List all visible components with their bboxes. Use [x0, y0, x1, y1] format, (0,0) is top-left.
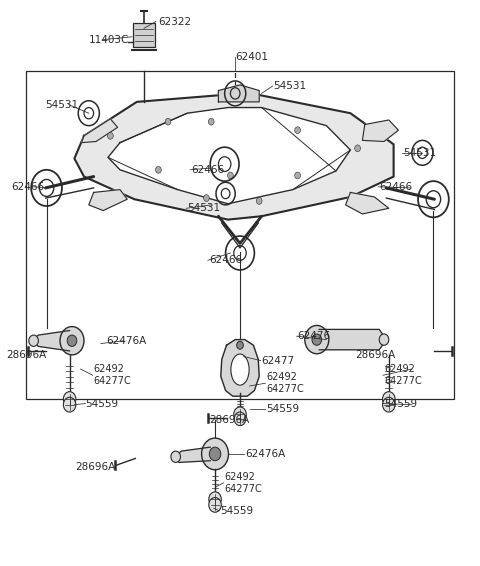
Polygon shape [31, 331, 70, 351]
Polygon shape [174, 447, 210, 462]
Text: 62466: 62466 [191, 165, 224, 175]
Text: 54559: 54559 [220, 505, 253, 516]
Circle shape [379, 334, 389, 345]
Circle shape [63, 392, 76, 406]
FancyBboxPatch shape [133, 23, 155, 47]
Text: 28696A: 28696A [75, 462, 115, 472]
Circle shape [295, 127, 300, 134]
Text: 11403C: 11403C [89, 35, 129, 45]
Text: 54531: 54531 [187, 203, 220, 213]
Text: 62322: 62322 [158, 16, 192, 27]
Circle shape [67, 335, 77, 346]
Circle shape [165, 118, 171, 125]
Circle shape [228, 172, 233, 179]
Circle shape [171, 451, 180, 462]
Polygon shape [89, 190, 127, 211]
Circle shape [63, 397, 76, 412]
Text: 62401: 62401 [235, 52, 268, 62]
Circle shape [204, 195, 209, 201]
Circle shape [209, 492, 221, 507]
Text: 28696A: 28696A [209, 415, 249, 425]
Circle shape [29, 335, 38, 346]
Text: 54559: 54559 [266, 404, 300, 414]
Text: 62476A: 62476A [107, 336, 147, 346]
Text: 62476: 62476 [298, 331, 331, 341]
Circle shape [383, 392, 395, 406]
Text: 54531: 54531 [274, 81, 307, 91]
Text: 62492
64277C: 62492 64277C [384, 365, 422, 386]
Text: 62492
64277C: 62492 64277C [94, 365, 132, 386]
Text: 54559: 54559 [384, 398, 417, 409]
Circle shape [108, 132, 113, 139]
Circle shape [355, 145, 360, 152]
Ellipse shape [231, 354, 249, 385]
Polygon shape [362, 120, 398, 142]
Polygon shape [218, 85, 259, 102]
Circle shape [202, 438, 228, 470]
Circle shape [383, 397, 395, 412]
Polygon shape [108, 108, 350, 204]
Text: 62466: 62466 [11, 182, 44, 192]
Polygon shape [319, 329, 386, 350]
Polygon shape [346, 192, 389, 214]
Bar [26, 71, 454, 399]
Polygon shape [221, 340, 259, 396]
Text: 54531: 54531 [403, 148, 436, 158]
Circle shape [209, 498, 221, 512]
Circle shape [156, 166, 161, 173]
Text: 62492
64277C: 62492 64277C [266, 372, 304, 394]
Circle shape [237, 341, 243, 349]
Circle shape [60, 327, 84, 355]
Text: 62492
64277C: 62492 64277C [225, 472, 263, 494]
Text: 62466: 62466 [209, 255, 242, 265]
Circle shape [234, 412, 246, 426]
Text: 62477: 62477 [262, 355, 295, 366]
Circle shape [305, 325, 329, 354]
Circle shape [234, 407, 246, 422]
Polygon shape [74, 95, 394, 220]
Text: 54559: 54559 [85, 398, 119, 409]
Text: 54531: 54531 [46, 100, 79, 110]
Text: 62466: 62466 [379, 182, 412, 192]
Circle shape [209, 447, 221, 461]
Circle shape [312, 334, 322, 345]
Text: 28696A: 28696A [355, 350, 396, 360]
Circle shape [208, 118, 214, 125]
Polygon shape [82, 119, 118, 143]
Text: 62476A: 62476A [245, 449, 285, 459]
Circle shape [295, 172, 300, 179]
Text: 28696A: 28696A [6, 350, 47, 360]
Circle shape [256, 198, 262, 204]
